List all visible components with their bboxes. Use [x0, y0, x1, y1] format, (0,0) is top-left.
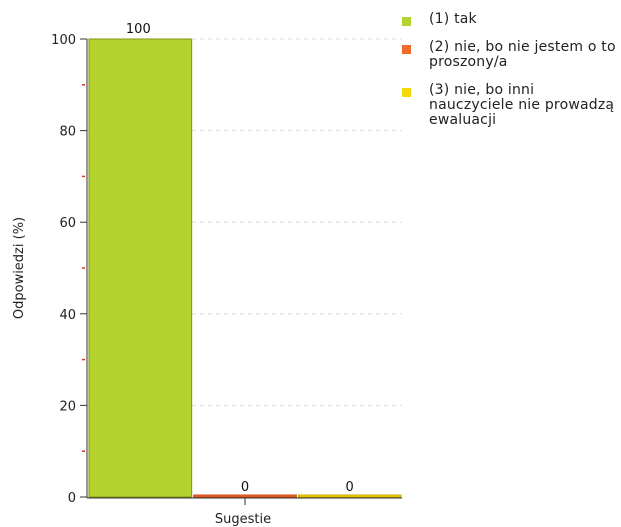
bar-3	[297, 494, 402, 498]
legend-item-3: (3) nie, bo inni nauczyciele nie prowadz…	[402, 83, 618, 128]
axes: 0 20 40 60 80 100	[51, 33, 402, 506]
bar-1	[88, 38, 193, 498]
legend-item-1: (1) tak	[402, 12, 618, 27]
data-label-2: 0	[241, 480, 249, 495]
legend-label-3: (3) nie, bo inni nauczyciele nie prowadz…	[429, 82, 615, 128]
legend-label-2: (2) nie, bo nie jestem o to proszony/a	[429, 39, 616, 70]
y-tick-label-0: 0	[68, 491, 76, 506]
legend-swatch-1	[402, 17, 411, 26]
legend-swatch-3	[402, 88, 411, 97]
y-axis-title: Odpowiedzi (%)	[12, 217, 27, 319]
y-tick-label-60: 60	[59, 216, 76, 231]
bar-2	[193, 494, 297, 498]
legend-label-1: (1) tak	[429, 11, 477, 27]
x-axis-title: Sugestie	[215, 512, 271, 527]
legend-item-2: (2) nie, bo nie jestem o to proszony/a	[402, 40, 618, 70]
data-label-3: 0	[346, 480, 354, 495]
data-label-1: 100	[126, 22, 151, 37]
y-tick-label-80: 80	[59, 125, 76, 140]
bars: 100 0 0	[88, 22, 402, 498]
chart-legend: (1) tak (2) nie, bo nie jestem o to pros…	[402, 12, 618, 141]
legend-swatch-2	[402, 45, 411, 54]
y-tick-label-100: 100	[51, 33, 76, 48]
y-tick-label-40: 40	[59, 308, 76, 323]
y-tick-label-20: 20	[59, 399, 76, 414]
